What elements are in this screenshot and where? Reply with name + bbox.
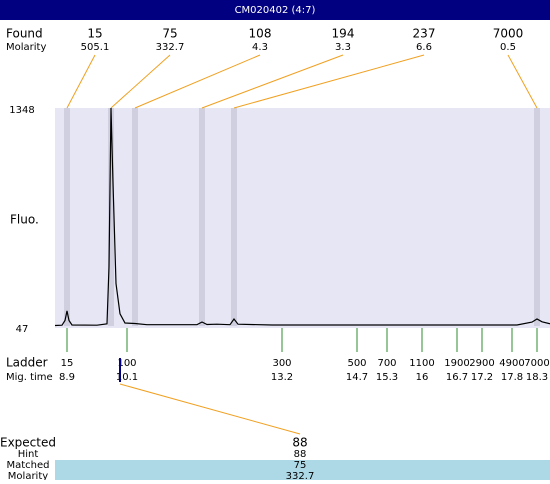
ladder-size: 300: [272, 358, 291, 369]
expected-label: Expected: [0, 436, 56, 450]
peak-molarity: 3.3: [335, 42, 351, 53]
peak-leader: [134, 54, 261, 109]
ladder-size: 100: [117, 358, 136, 369]
ladder-time: 10.1: [116, 372, 138, 383]
matched-value: 75: [294, 460, 307, 471]
peak-size: 75: [162, 27, 177, 41]
peak-leader: [110, 54, 171, 109]
trace: [54, 107, 550, 327]
ladder-size: 700: [377, 358, 396, 369]
ladder-size: 1900: [444, 358, 469, 369]
peak-band: [108, 108, 114, 326]
peak-size: 7000: [493, 27, 524, 41]
migtime-label: Mig. time: [6, 372, 53, 383]
peak-size: 194: [332, 27, 355, 41]
peak-molarity: 6.6: [416, 42, 432, 53]
plot-area: [55, 108, 550, 328]
ladder-time: 18.3: [526, 372, 548, 383]
found-label: Found: [6, 27, 43, 41]
exp-molarity-label: Molarity: [8, 471, 48, 480]
y-label: Fluo.: [10, 213, 39, 227]
ladder-time: 17.2: [471, 372, 493, 383]
peak-leader: [201, 54, 344, 109]
hint-label: Hint: [18, 449, 39, 460]
peak-band: [64, 108, 70, 326]
title-bar: [0, 0, 550, 20]
peak-leader: [233, 54, 425, 109]
y-tick-label: 47: [16, 324, 29, 335]
peak-size: 15: [87, 27, 102, 41]
peak-molarity: 4.3: [252, 42, 268, 53]
peak-band: [534, 108, 540, 326]
ladder-time: 13.2: [271, 372, 293, 383]
peak-leader: [507, 54, 538, 109]
peak-band: [231, 108, 237, 326]
ladder-label: Ladder: [6, 356, 48, 370]
ladder-time: 16: [416, 372, 429, 383]
y-tick-label: 1348: [9, 105, 34, 116]
peak-leader: [66, 54, 96, 109]
matched-band: [55, 460, 550, 480]
ladder-time: 15.3: [376, 372, 398, 383]
ladder-size: 2900: [469, 358, 494, 369]
exp-molarity-value: 332.7: [286, 471, 315, 480]
ladder-size: 7000: [524, 358, 549, 369]
title: CM020402 (4:7): [235, 5, 316, 16]
peak-molarity: 0.5: [500, 42, 516, 53]
ladder-size: 4900: [499, 358, 524, 369]
molarity-label: Molarity: [6, 42, 46, 53]
peak-size: 237: [413, 27, 436, 41]
peak-molarity: 332.7: [156, 42, 185, 53]
matched-label: Matched: [6, 460, 49, 471]
ladder-time: 16.7: [446, 372, 468, 383]
ladder-time: 14.7: [346, 372, 368, 383]
peak-band: [199, 108, 205, 326]
ladder-size: 15: [61, 358, 74, 369]
expected-value: 88: [292, 436, 307, 450]
peak-band: [132, 108, 138, 326]
peak-size: 108: [249, 27, 272, 41]
ladder-size: 1100: [409, 358, 434, 369]
peak-molarity: 505.1: [81, 42, 110, 53]
ladder-size: 500: [347, 358, 366, 369]
hint-value: 88: [294, 449, 307, 460]
ladder-time: 17.8: [501, 372, 523, 383]
expected-leader: [119, 383, 301, 435]
ladder-time: 8.9: [59, 372, 75, 383]
